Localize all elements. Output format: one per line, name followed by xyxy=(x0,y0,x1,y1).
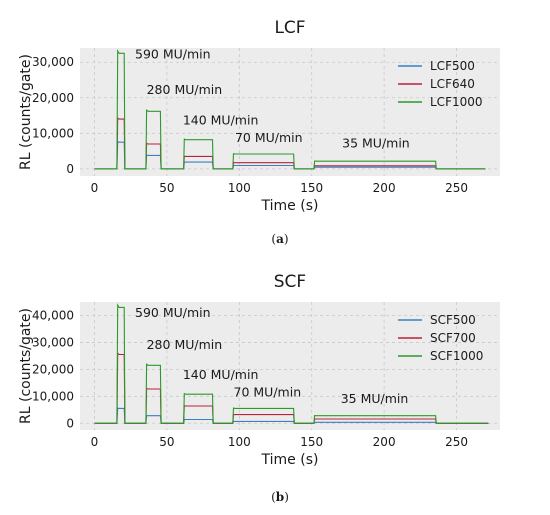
x-tick-label: 250 xyxy=(445,181,468,195)
subfigure-caption: (b) xyxy=(271,490,289,504)
y-tick-label: 20,000 xyxy=(32,362,74,376)
y-tick-label: 10,000 xyxy=(32,389,74,403)
plot-area xyxy=(80,48,500,176)
y-axis-label: RL (counts/gate) xyxy=(18,308,34,424)
dose-rate-annotation: 590 MU/min xyxy=(135,47,211,62)
x-tick-label: 50 xyxy=(159,435,174,449)
chart-title: SCF xyxy=(274,272,306,292)
chart-1: LCF 0 50 100 150 200 250 0 10,000 20,000 30,000 Tim… xyxy=(18,18,500,246)
y-tick-label: 0 xyxy=(66,162,74,176)
x-tick-label: 0 xyxy=(91,181,99,195)
dose-rate-annotation: 280 MU/min xyxy=(147,337,223,352)
y-tick-label: 0 xyxy=(66,416,74,430)
y-axis-label: RL (counts/gate) xyxy=(18,54,34,170)
legend-entry: LCF1000 xyxy=(430,95,483,109)
x-tick-label: 150 xyxy=(300,435,323,449)
y-tick-label: 40,000 xyxy=(32,308,74,322)
series-line-scf1000 xyxy=(94,303,489,424)
dose-rate-annotation: 140 MU/min xyxy=(183,367,259,382)
chart-2: SCF 0 50 100 150 200 250 0 10,000 20,000 30,000 40,… xyxy=(18,272,500,504)
subfigure-caption: (a) xyxy=(271,232,288,246)
x-tick-label: 50 xyxy=(159,181,174,195)
x-tick-label: 150 xyxy=(300,181,323,195)
x-tick-label: 0 xyxy=(91,435,99,449)
series-line-lcf1000 xyxy=(94,49,486,170)
legend-entry: SCF500 xyxy=(430,313,476,327)
dose-rate-annotation: 280 MU/min xyxy=(147,82,223,97)
y-tick-label: 10,000 xyxy=(32,126,74,140)
x-tick-label: 200 xyxy=(373,181,396,195)
x-tick-label: 100 xyxy=(228,435,251,449)
legend-entry: LCF500 xyxy=(430,59,475,73)
x-axis-label: Time (s) xyxy=(261,452,319,468)
dose-rate-annotation: 140 MU/min xyxy=(183,112,259,127)
dose-rate-annotation: 35 MU/min xyxy=(342,136,410,151)
dose-rate-annotation: 70 MU/min xyxy=(234,384,302,399)
legend-entry: SCF700 xyxy=(430,331,476,345)
y-tick-label: 20,000 xyxy=(32,91,74,105)
legend-entry: SCF1000 xyxy=(430,349,483,363)
x-axis-label: Time (s) xyxy=(261,198,319,214)
x-tick-label: 250 xyxy=(445,435,468,449)
y-tick-label: 30,000 xyxy=(32,55,74,69)
chart-title: LCF xyxy=(274,18,305,38)
y-tick-label: 30,000 xyxy=(32,335,74,349)
dose-rate-annotation: 70 MU/min xyxy=(235,130,303,145)
legend-entry: LCF640 xyxy=(430,77,475,91)
dose-rate-annotation: 590 MU/min xyxy=(135,305,211,320)
x-tick-label: 100 xyxy=(228,181,251,195)
dose-rate-annotation: 35 MU/min xyxy=(341,391,409,406)
x-tick-label: 200 xyxy=(373,435,396,449)
